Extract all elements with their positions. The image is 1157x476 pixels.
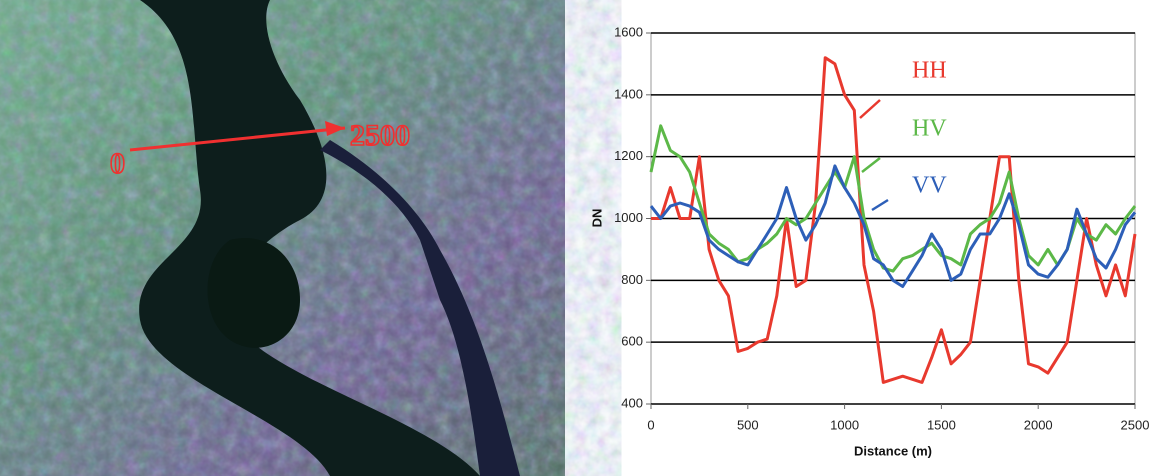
y-tick-label: 400 [621, 395, 643, 410]
y-tick-label: 1200 [614, 148, 643, 163]
x-tick-label: 2500 [1121, 417, 1150, 432]
y-tick-label: 800 [621, 272, 643, 287]
x-tick-label: 2000 [1024, 417, 1053, 432]
y-tick-label: 600 [621, 334, 643, 349]
end-label: 2500 [350, 119, 410, 152]
series-label: HV [912, 116, 947, 142]
line-chart: 400 600 800 1000 1200 1400 1600 0 500 1000 1500 200… [614, 24, 1149, 432]
label-pointer [859, 99, 881, 119]
y-tick-label: 1600 [614, 24, 643, 39]
series-label: VV [912, 173, 947, 199]
y-axis-title: DN [589, 209, 604, 228]
x-tick-label: 1000 [830, 417, 859, 432]
sar-image: 0 2500 [0, 0, 565, 476]
series-line [649, 164, 1137, 288]
x-tick-label: 500 [737, 417, 759, 432]
label-pointer [871, 198, 889, 212]
series-label: HH [912, 58, 947, 84]
start-label: 0 [110, 147, 125, 180]
x-tick-label: 0 [647, 417, 654, 432]
series-line [651, 56, 1137, 384]
label-pointer [861, 157, 881, 173]
y-tick-label: 1000 [614, 210, 643, 225]
x-tick-label: 1500 [927, 417, 956, 432]
series-line [649, 124, 1137, 273]
x-axis-title: Distance (m) [854, 443, 932, 458]
y-tick-label: 1400 [614, 86, 643, 101]
